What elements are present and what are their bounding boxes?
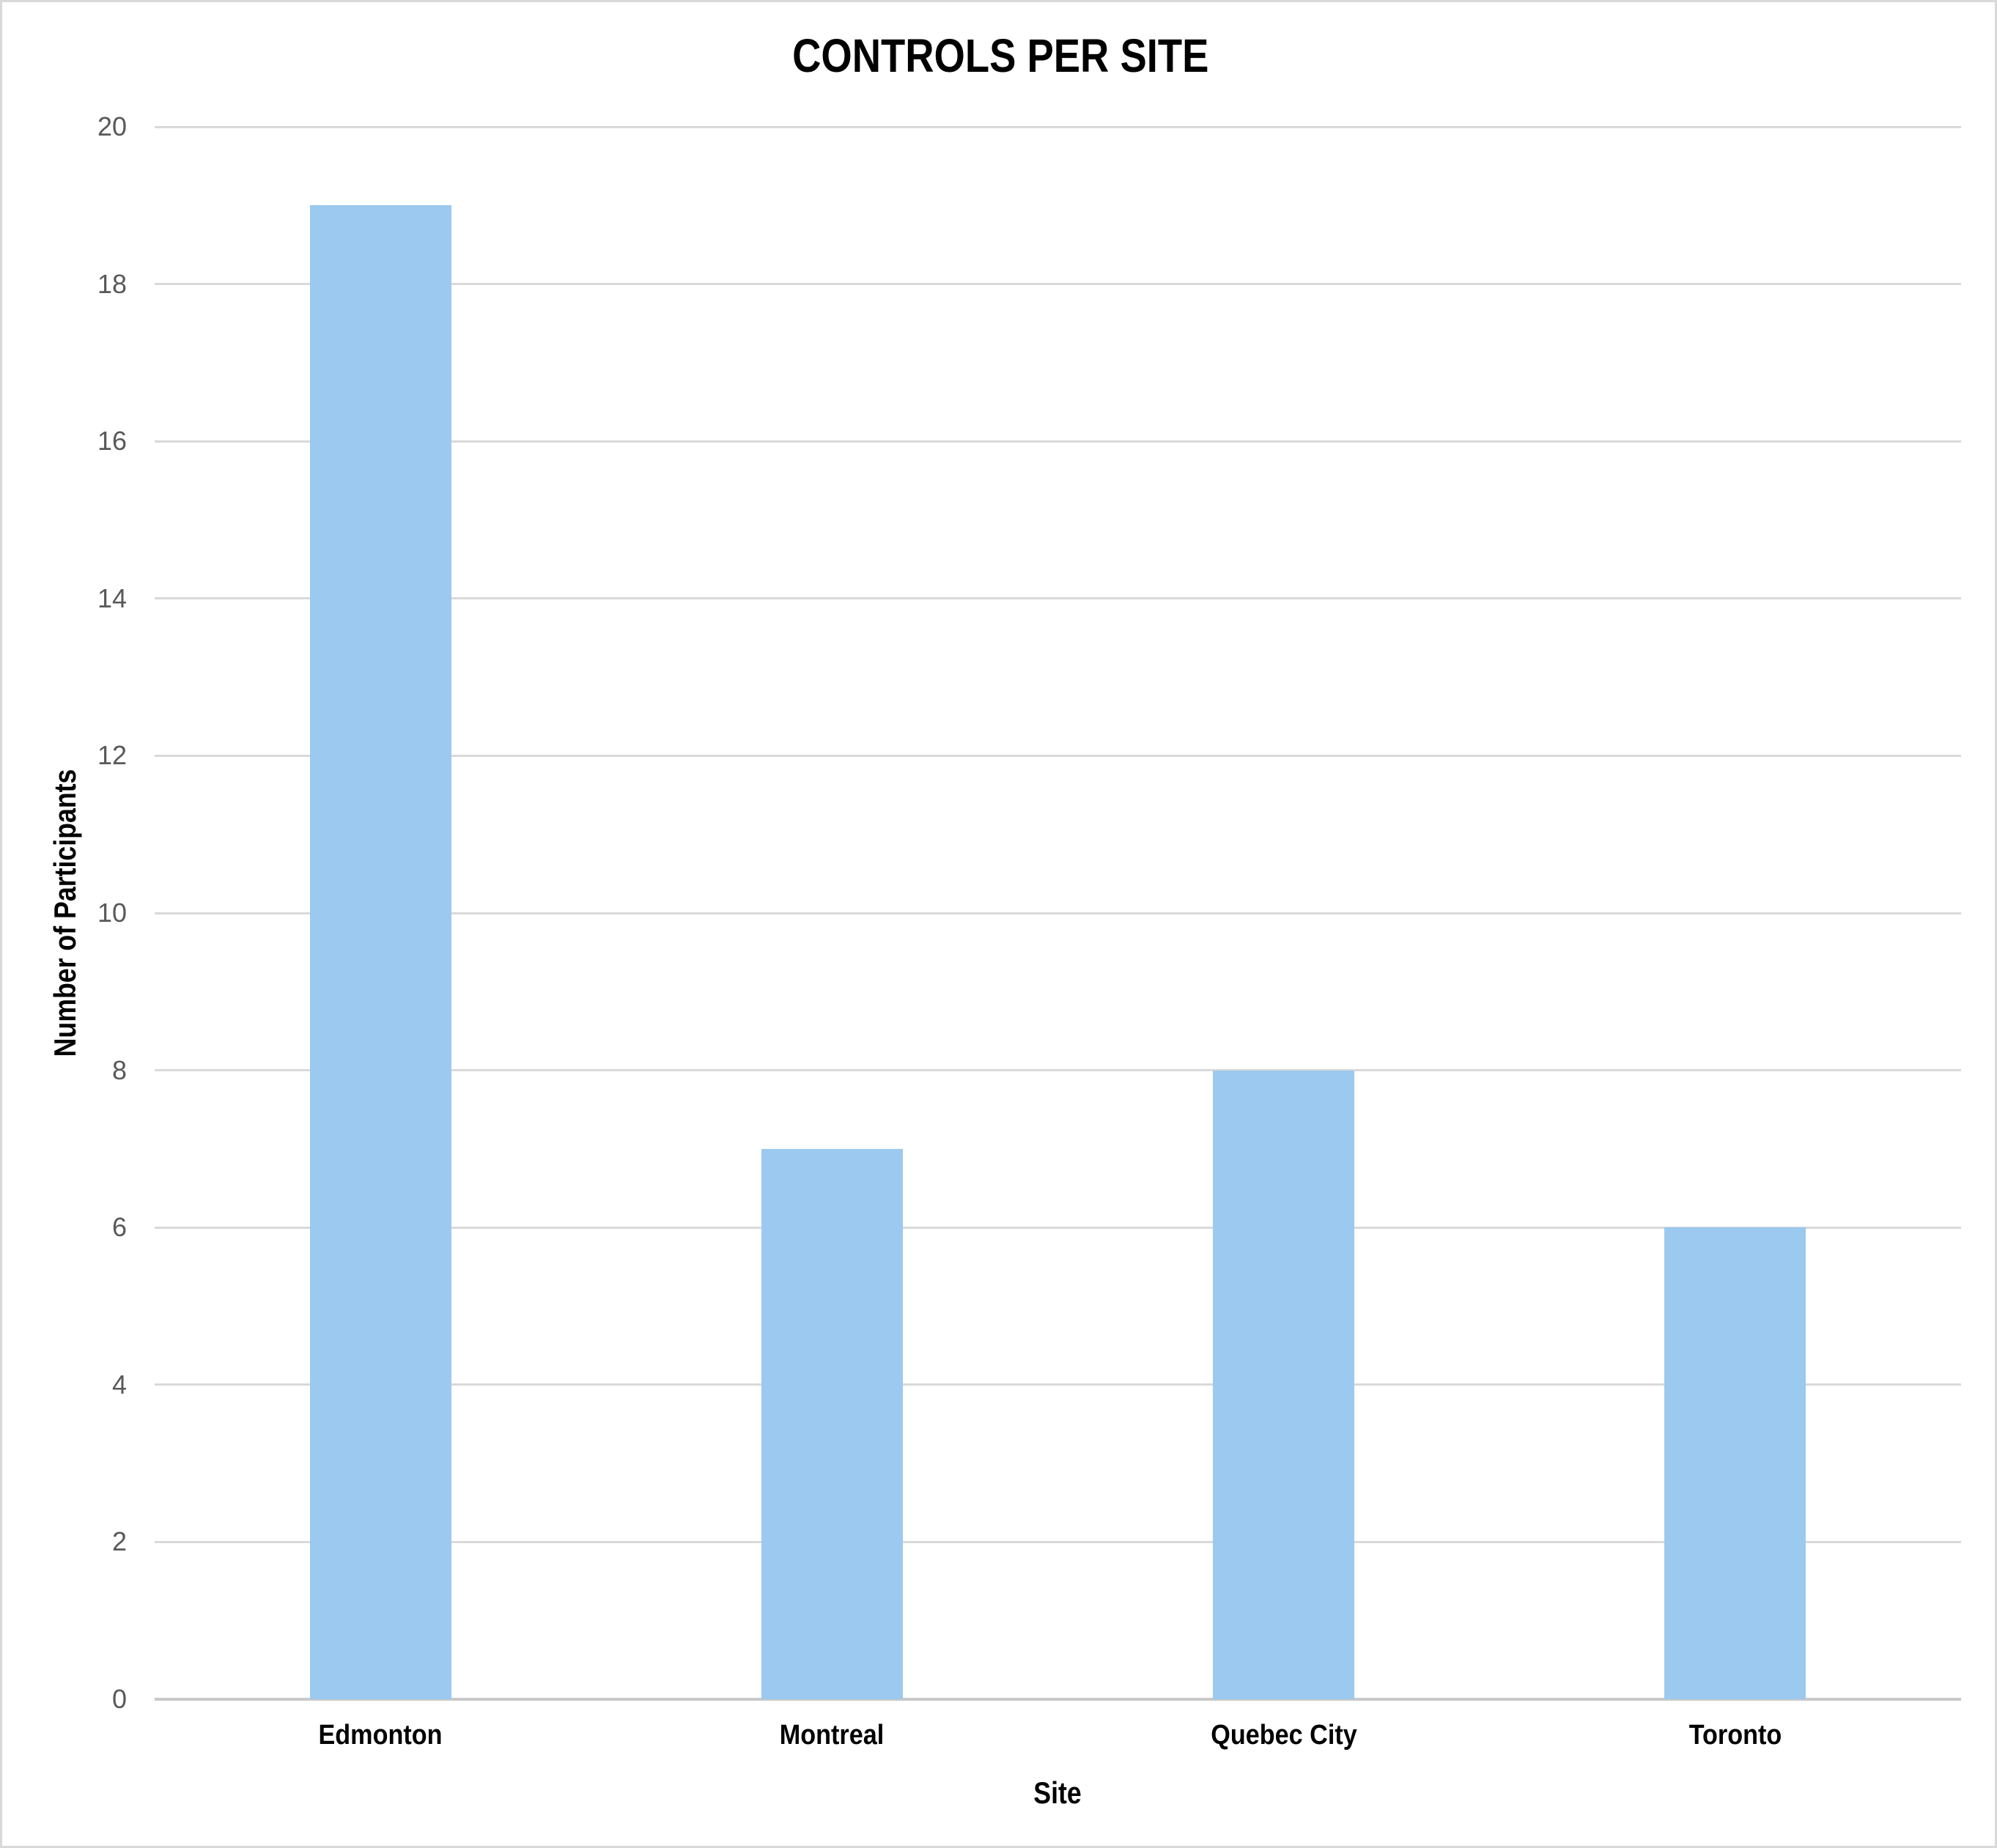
x-category-label-text-edmonton: Edmonton xyxy=(318,1720,443,1751)
chart-title: CONTROLS PER SITE xyxy=(2,29,1995,82)
y-tick-label-14: 14 xyxy=(97,583,127,613)
bar-edmonton xyxy=(309,205,451,1699)
bar-montreal xyxy=(761,1148,903,1699)
x-category-label-text-toronto: Toronto xyxy=(1688,1720,1782,1751)
y-tick-label-18: 18 xyxy=(97,268,127,299)
bar-toronto xyxy=(1664,1227,1806,1699)
y-tick-label-8: 8 xyxy=(111,1054,127,1085)
y-tick-label-2: 2 xyxy=(111,1526,127,1557)
y-tick-label-16: 16 xyxy=(97,426,127,457)
x-axis-line xyxy=(155,1698,1961,1701)
y-tick-label-12: 12 xyxy=(97,740,127,771)
x-category-label-text-quebec-city: Quebec City xyxy=(1210,1720,1357,1751)
y-tick-label-0: 0 xyxy=(111,1684,127,1714)
gridline-y-14 xyxy=(155,597,1961,600)
x-category-label-text-montreal: Montreal xyxy=(780,1720,885,1751)
gridline-y-16 xyxy=(155,440,1961,443)
y-tick-label-4: 4 xyxy=(111,1369,127,1400)
y-tick-label-20: 20 xyxy=(97,111,127,141)
gridline-y-2 xyxy=(155,1540,1961,1543)
bar-quebec-city xyxy=(1213,1070,1355,1699)
gridline-y-20 xyxy=(155,125,1961,128)
plot-area xyxy=(155,125,1961,1701)
gridline-y-6 xyxy=(155,1226,1961,1229)
gridline-y-4 xyxy=(155,1383,1961,1386)
gridline-y-10 xyxy=(155,912,1961,914)
x-axis-title-text: Site xyxy=(1033,1775,1082,1810)
gridline-y-12 xyxy=(155,754,1961,757)
gridline-y-18 xyxy=(155,283,1961,286)
y-tick-label-6: 6 xyxy=(111,1212,127,1243)
gridline-y-8 xyxy=(155,1069,1961,1072)
chart-title-text: CONTROLS PER SITE xyxy=(792,29,1209,82)
y-tick-label-10: 10 xyxy=(97,898,127,928)
